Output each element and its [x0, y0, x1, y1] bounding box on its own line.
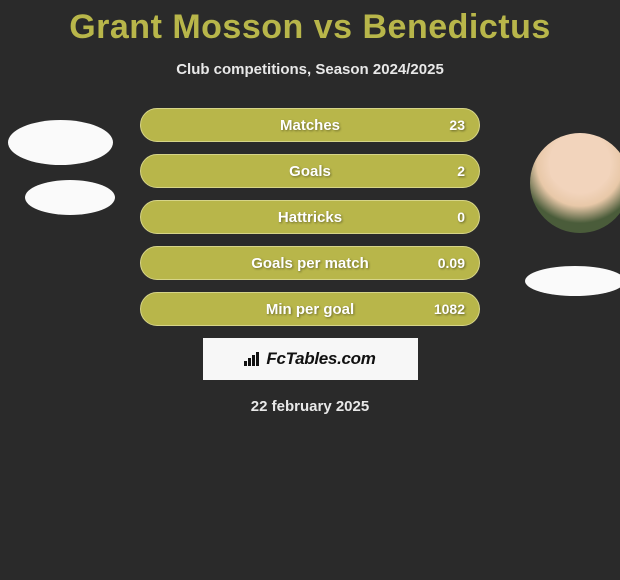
stat-label: Min per goal: [266, 301, 354, 318]
page-title: Grant Mosson vs Benedictus: [0, 0, 620, 47]
footer-date: 22 february 2025: [0, 398, 620, 415]
page-subtitle: Club competitions, Season 2024/2025: [0, 61, 620, 78]
stat-value: 0.09: [438, 255, 465, 271]
stat-row-hattricks: Hattricks 0: [140, 200, 480, 234]
player-right-name-placeholder: [525, 266, 620, 296]
player-left-name-placeholder: [25, 180, 115, 215]
stat-label: Goals per match: [251, 255, 369, 272]
stat-row-goals-per-match: Goals per match 0.09: [140, 246, 480, 280]
stat-row-min-per-goal: Min per goal 1082: [140, 292, 480, 326]
brand-text: FcTables.com: [266, 349, 375, 369]
stat-rows: Matches 23 Goals 2 Hattricks 0 Goals per…: [140, 108, 480, 326]
brand-badge[interactable]: FcTables.com: [203, 338, 418, 380]
player-left-avatar-placeholder: [8, 120, 113, 165]
stat-label: Hattricks: [278, 209, 342, 226]
stat-row-matches: Matches 23: [140, 108, 480, 142]
stat-row-goals: Goals 2: [140, 154, 480, 188]
player-right-avatar: [530, 133, 620, 233]
stat-label: Goals: [289, 163, 331, 180]
stat-label: Matches: [280, 117, 340, 134]
comparison-area: Matches 23 Goals 2 Hattricks 0 Goals per…: [0, 108, 620, 415]
stat-value: 23: [449, 117, 465, 133]
stat-value: 0: [457, 209, 465, 225]
bar-chart-icon: [244, 352, 262, 366]
stat-value: 1082: [434, 301, 465, 317]
stat-value: 2: [457, 163, 465, 179]
